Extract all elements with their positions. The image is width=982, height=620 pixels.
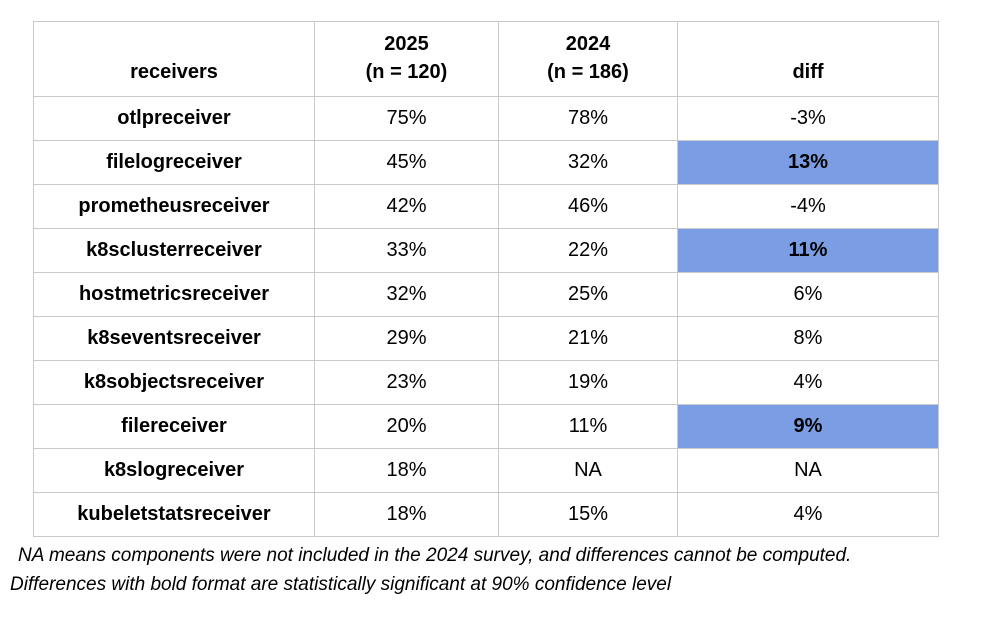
- receiver-name-cell: otlpreceiver: [33, 96, 315, 141]
- value-2025-cell: 45%: [314, 140, 499, 185]
- diff-cell: 13%: [677, 140, 939, 185]
- value-2025-cell: 23%: [314, 360, 499, 405]
- diff-cell: 9%: [677, 404, 939, 449]
- table-row: k8slogreceiver 18% NA NA: [33, 448, 939, 493]
- col-header-2025: 2025 (n = 120): [314, 21, 499, 97]
- receiver-name-cell: k8sclusterreceiver: [33, 228, 315, 273]
- value-2025-cell: 33%: [314, 228, 499, 273]
- table-row: prometheusreceiver 42% 46% -4%: [33, 184, 939, 229]
- receiver-name-cell: hostmetricsreceiver: [33, 272, 315, 317]
- diff-cell: 4%: [677, 360, 939, 405]
- diff-cell: -4%: [677, 184, 939, 229]
- receiver-name-cell: k8seventsreceiver: [33, 316, 315, 361]
- value-2024-cell: 15%: [498, 492, 678, 537]
- value-2024-cell: NA: [498, 448, 678, 493]
- value-2024-cell: 19%: [498, 360, 678, 405]
- col-header-receivers: receivers: [33, 21, 315, 97]
- receiver-name-cell: kubeletstatsreceiver: [33, 492, 315, 537]
- value-2024-cell: 32%: [498, 140, 678, 185]
- data-table: receivers 2025 (n = 120) 2024 (n = 186) …: [33, 21, 939, 537]
- header-row: receivers 2025 (n = 120) 2024 (n = 186) …: [33, 21, 939, 97]
- value-2024-cell: 46%: [498, 184, 678, 229]
- footnote-bold: Differences with bold format are statist…: [10, 573, 672, 595]
- value-2025-cell: 20%: [314, 404, 499, 449]
- value-2025-cell: 29%: [314, 316, 499, 361]
- value-2024-cell: 78%: [498, 96, 678, 141]
- diff-cell: 4%: [677, 492, 939, 537]
- table-row: filelogreceiver 45% 32% 13%: [33, 140, 939, 185]
- receiver-name-cell: k8sobjectsreceiver: [33, 360, 315, 405]
- receiver-name-cell: filereceiver: [33, 404, 315, 449]
- value-2025-cell: 32%: [314, 272, 499, 317]
- diff-cell: -3%: [677, 96, 939, 141]
- value-2025-cell: 18%: [314, 448, 499, 493]
- table-row: otlpreceiver 75% 78% -3%: [33, 96, 939, 141]
- diff-cell: 6%: [677, 272, 939, 317]
- table-row: filereceiver 20% 11% 9%: [33, 404, 939, 449]
- value-2025-cell: 18%: [314, 492, 499, 537]
- col-header-label: diff: [792, 61, 824, 83]
- col-header-sublabel: (n = 120): [365, 61, 448, 83]
- receiver-name-cell: prometheusreceiver: [33, 184, 315, 229]
- diff-cell: 8%: [677, 316, 939, 361]
- col-header-label: 2024: [565, 33, 611, 55]
- footnotes: NA means components were not included in…: [10, 542, 975, 599]
- value-2024-cell: 22%: [498, 228, 678, 273]
- table-row: k8seventsreceiver 29% 21% 8%: [33, 316, 939, 361]
- col-header-sublabel: (n = 186): [547, 61, 629, 83]
- table-row: hostmetricsreceiver 32% 25% 6%: [33, 272, 939, 317]
- receiver-name-cell: filelogreceiver: [33, 140, 315, 185]
- table-row: kubeletstatsreceiver 18% 15% 4%: [33, 492, 939, 537]
- receivers-comparison-table: receivers 2025 (n = 120) 2024 (n = 186) …: [33, 21, 939, 537]
- diff-cell: 11%: [677, 228, 939, 273]
- value-2025-cell: 75%: [314, 96, 499, 141]
- receiver-name-cell: k8slogreceiver: [33, 448, 315, 493]
- value-2024-cell: 21%: [498, 316, 678, 361]
- footnote-na: NA means components were not included in…: [18, 545, 852, 566]
- value-2024-cell: 11%: [498, 404, 678, 449]
- value-2025-cell: 42%: [314, 184, 499, 229]
- col-header-2024: 2024 (n = 186): [498, 21, 678, 97]
- col-header-diff: diff: [677, 21, 939, 97]
- col-header-label: receivers: [130, 61, 218, 83]
- diff-cell: NA: [677, 448, 939, 493]
- table-body: otlpreceiver 75% 78% -3% filelogreceiver…: [33, 96, 939, 537]
- table-row: k8sclusterreceiver 33% 22% 11%: [33, 228, 939, 273]
- value-2024-cell: 25%: [498, 272, 678, 317]
- col-header-label: 2025: [384, 33, 429, 55]
- table-row: k8sobjectsreceiver 23% 19% 4%: [33, 360, 939, 405]
